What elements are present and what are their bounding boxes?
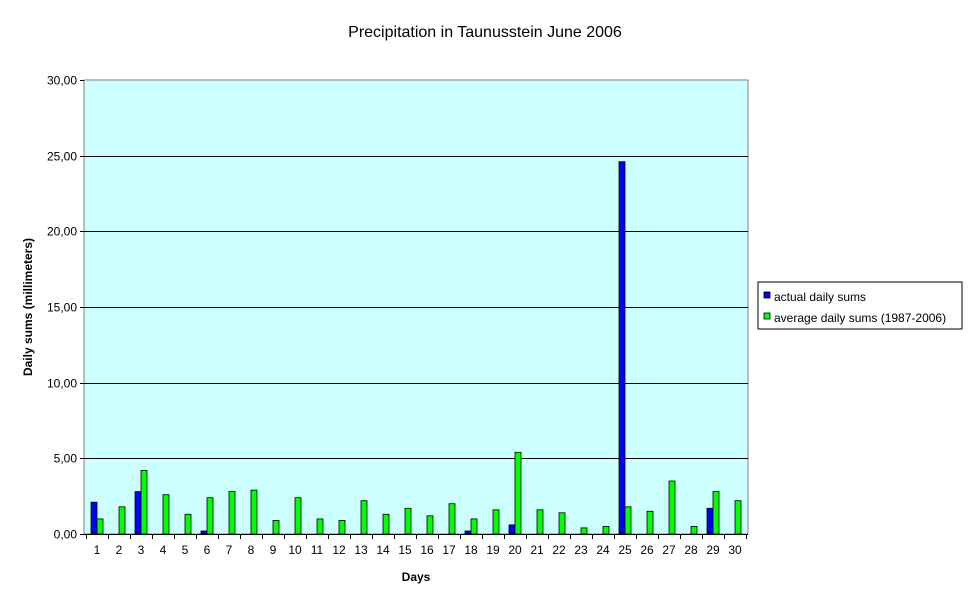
bar-average-day-27 [668,480,676,535]
gridlines [84,156,748,459]
x-tick-label: 30 [728,543,742,557]
bar-average-day-3 [140,469,148,535]
y-tick-label: 10,00 [47,377,77,391]
bar-average-day-25 [624,506,632,535]
bar-average-day-9 [272,520,280,535]
bar-actual-day-1 [90,501,98,535]
bar-average-day-17 [448,503,456,535]
y-tick-label: 20,00 [47,225,77,239]
legend-swatch-actual [763,291,771,299]
x-tick-label: 18 [464,543,478,557]
bar-average-day-4 [162,494,170,535]
y-tick-label: 0,00 [54,528,78,542]
x-tick-label: 13 [354,543,368,557]
bar-average-day-13 [360,500,368,535]
y-tick-label: 25,00 [47,150,77,164]
bar-actual-day-29 [706,507,714,535]
bar-average-day-26 [646,510,654,535]
x-tick-label: 23 [574,543,588,557]
bar-average-day-10 [294,497,302,535]
bar-average-day-12 [338,520,346,535]
legend-label-actual: actual daily sums [774,290,866,304]
x-axis-label: Days [402,570,431,584]
legend-label-average: average daily sums (1987-2006) [774,311,946,325]
x-tick-label: 5 [182,543,189,557]
x-tick-label: 15 [398,543,412,557]
x-tick-label: 27 [662,543,676,557]
x-tick-label: 16 [420,543,434,557]
x-tick-label: 11 [311,543,324,557]
x-tick-label: 3 [138,543,145,557]
legend-box [757,281,963,330]
y-axis-label: Daily sums (millimeters) [21,238,35,376]
bar-average-day-6 [206,497,214,535]
bar-average-day-19 [492,509,500,535]
bar-actual-day-3 [134,491,142,535]
bar-average-day-20 [514,451,522,535]
bar-actual-day-25 [618,161,626,535]
x-tick-label: 17 [442,543,456,557]
x-tick-label: 29 [706,543,720,557]
x-tick-label: 26 [640,543,654,557]
x-tick-label: 4 [160,543,167,557]
bar-average-day-7 [228,491,236,535]
x-tick-label: 14 [376,543,390,557]
chart-title: Precipitation in Taunusstein June 2006 [348,24,622,41]
x-tick-label: 8 [248,543,255,557]
bar-average-day-2 [118,506,126,535]
x-tick-label: 19 [486,543,500,557]
bar-average-day-16 [426,515,434,535]
bar-average-day-14 [382,513,390,535]
x-tick-label: 12 [332,543,346,557]
y-axis-ticks: 0,00 5,00 10,00 15,00 20,00 25,00 30,00 [47,74,748,542]
x-tick-label: 21 [530,543,544,557]
x-tick-label: 24 [596,543,610,557]
y-tick-label: 5,00 [54,452,78,466]
bar-average-day-28 [690,526,698,535]
x-axis-ticks: 1 2 3 4 5 6 7 8 9 10 11 12 13 14 15 16 17 18 19 20 21 22 23 24 2… [86,534,747,557]
x-tick-label: 6 [204,543,211,557]
bar-average-day-21 [536,509,544,535]
bar-average-day-15 [404,507,412,535]
x-tick-label: 2 [116,543,123,557]
legend: actual daily sums average daily sums (19… [757,281,963,330]
x-tick-label: 7 [226,543,233,557]
x-tick-label: 20 [508,543,522,557]
bar-average-day-30 [734,500,742,535]
x-tick-label: 10 [288,543,302,557]
x-tick-label: 22 [552,543,566,557]
bar-average-day-24 [602,526,610,535]
bars [90,161,742,535]
x-tick-label: 25 [618,543,632,557]
y-tick-label: 30,00 [47,74,77,88]
bar-average-day-29 [712,491,720,535]
bar-average-day-18 [470,518,478,535]
bar-average-day-5 [184,513,192,535]
bar-average-day-23 [580,527,588,535]
y-tick-label: 15,00 [47,301,77,315]
bar-actual-day-20 [508,524,516,535]
bar-average-day-1 [96,518,104,535]
bar-average-day-22 [558,512,566,535]
legend-swatch-average [763,312,771,320]
x-tick-label: 1 [94,543,101,557]
bar-actual-day-6 [200,530,208,535]
bar-average-day-11 [316,518,324,535]
bar-actual-day-18 [464,530,472,535]
bar-average-day-8 [250,489,258,535]
x-tick-label: 9 [270,543,277,557]
x-tick-label: 28 [684,543,698,557]
